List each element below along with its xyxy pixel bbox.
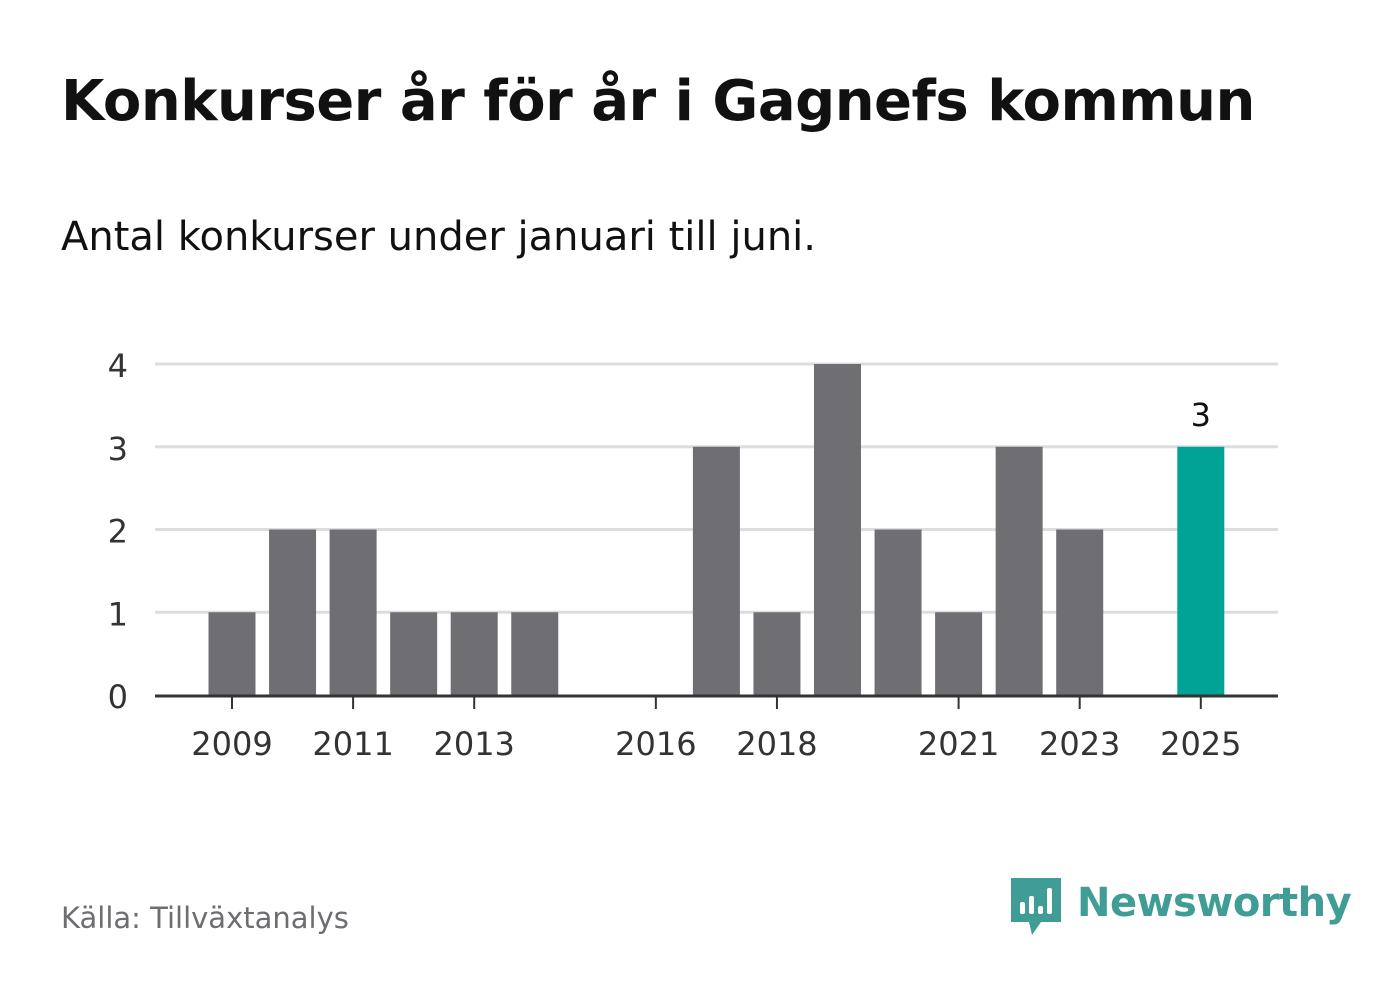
- x-tick-label: 2023: [1039, 725, 1120, 763]
- x-tick-label: 2025: [1160, 725, 1241, 763]
- source-note: Källa: Tillväxtanalys: [61, 901, 349, 935]
- x-tick-label: 2016: [615, 725, 696, 763]
- bar: [208, 612, 256, 695]
- bar: [450, 612, 498, 695]
- y-tick-label: 2: [108, 513, 128, 551]
- bars: [208, 364, 1225, 695]
- bar: [874, 529, 922, 695]
- x-tick-label: 2018: [736, 725, 817, 763]
- axes: [155, 694, 1278, 709]
- bar: [269, 529, 317, 695]
- labels: 0 1 2 3 4 2009 2011 2013 2016 2018 2021 2023 2025 3: [108, 347, 1242, 763]
- x-tick-label: 2021: [918, 725, 999, 763]
- bar: [995, 446, 1043, 695]
- bar: [1056, 529, 1104, 695]
- data-label: 3: [1191, 396, 1211, 434]
- bar: [753, 612, 801, 695]
- x-tick-label: 2011: [312, 725, 393, 763]
- brand-name: Newsworthy: [1077, 880, 1352, 926]
- bar: [1177, 446, 1225, 695]
- y-tick-label: 1: [108, 595, 128, 633]
- bar: [329, 529, 377, 695]
- y-tick-label: 3: [108, 430, 128, 468]
- chart-subtitle: Antal konkurser under januari till juni.: [61, 214, 816, 260]
- newsworthy-logo-icon: [1011, 878, 1061, 935]
- bar: [935, 612, 983, 695]
- bar: [692, 446, 740, 695]
- y-tick-label: 0: [108, 678, 128, 716]
- y-tick-label: 4: [108, 347, 128, 385]
- x-tick-label: 2009: [191, 725, 272, 763]
- bar: [511, 612, 559, 695]
- brand-logo: Newsworthy: [1011, 878, 1352, 940]
- x-tick-label: 2013: [433, 725, 514, 763]
- bar: [814, 364, 861, 695]
- bar: [390, 612, 438, 695]
- page-title: Konkurser år för år i Gagnefs kommun: [61, 69, 1255, 134]
